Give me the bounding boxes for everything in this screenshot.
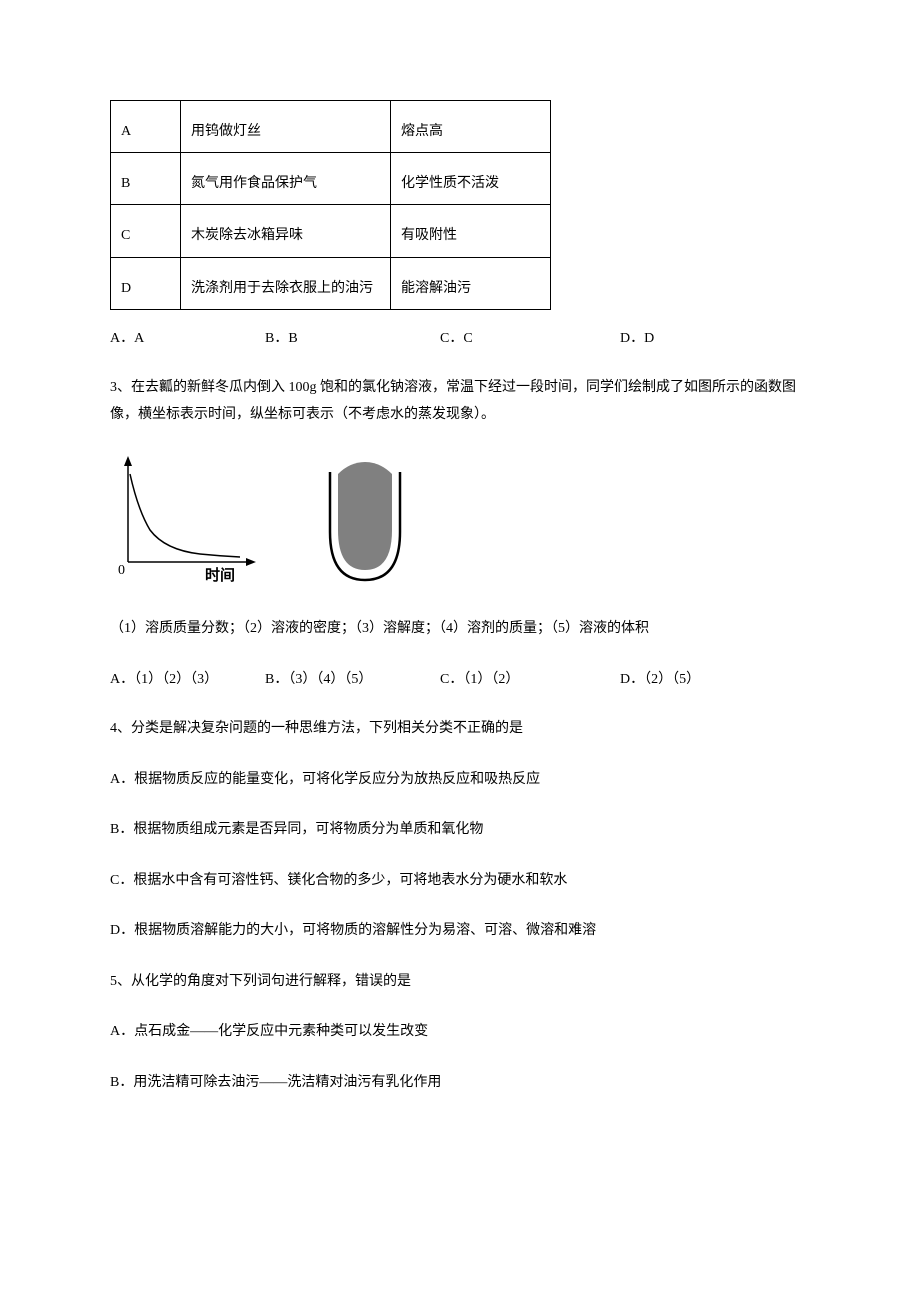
q3-options: A．（1）（2）（3） B．（3）（4）（5） C．（1）（2） D．（2）（5… — [110, 667, 820, 692]
x-axis-label: 时间 — [205, 566, 235, 584]
q4-stem: 4、分类是解决复杂问题的一种思维方法，下列相关分类不正确的是 — [110, 716, 820, 743]
option-c: C．C — [440, 326, 620, 351]
option-b: B．（3）（4）（5） — [265, 667, 440, 692]
row-label: B — [111, 153, 181, 205]
row-usage: 木炭除去冰箱异味 — [181, 205, 391, 257]
q4-option-c: C．根据水中含有可溶性钙、镁化合物的多少，可将地表水分为硬水和软水 — [110, 868, 820, 895]
q2-options: A．A B．B C．C D．D — [110, 326, 820, 351]
table-row: B 氮气用作食品保护气 化学性质不活泼 — [111, 153, 551, 205]
row-property: 能溶解油污 — [391, 257, 551, 309]
row-label: D — [111, 257, 181, 309]
row-label: C — [111, 205, 181, 257]
q5-option-a: A．点石成金——化学反应中元素种类可以发生改变 — [110, 1019, 820, 1046]
table-row: D 洗涤剂用于去除衣服上的油污 能溶解油污 — [111, 257, 551, 309]
q3-figure: 0 时间 — [110, 452, 820, 592]
decay-chart: 0 时间 — [110, 452, 280, 592]
u-shape-icon — [310, 462, 420, 592]
q3-stem: 3、在去瓤的新鲜冬瓜内倒入 100g 饱和的氯化钠溶液，常温下经过一段时间，同学… — [110, 375, 820, 428]
q4-option-a: A．根据物质反应的能量变化，可将化学反应分为放热反应和吸热反应 — [110, 767, 820, 794]
row-label: A — [111, 101, 181, 153]
q4-option-d: D．根据物质溶解能力的大小，可将物质的溶解性分为易溶、可溶、微溶和难溶 — [110, 918, 820, 945]
row-property: 化学性质不活泼 — [391, 153, 551, 205]
origin-label: 0 — [118, 563, 125, 578]
q5-stem: 5、从化学的角度对下列词句进行解释，错误的是 — [110, 969, 820, 996]
properties-table: A 用钨做灯丝 熔点高 B 氮气用作食品保护气 化学性质不活泼 C 木炭除去冰箱… — [110, 100, 551, 310]
q3-legend: （1）溶质质量分数；（2）溶液的密度；（3）溶解度；（4）溶剂的质量；（5）溶液… — [110, 616, 820, 643]
row-usage: 用钨做灯丝 — [181, 101, 391, 153]
row-property: 有吸附性 — [391, 205, 551, 257]
option-b: B．B — [265, 326, 440, 351]
table-row: A 用钨做灯丝 熔点高 — [111, 101, 551, 153]
option-c: C．（1）（2） — [440, 667, 620, 692]
row-property: 熔点高 — [391, 101, 551, 153]
option-a: A．A — [110, 326, 265, 351]
option-a: A．（1）（2）（3） — [110, 667, 265, 692]
q4-option-b: B．根据物质组成元素是否异同，可将物质分为单质和氧化物 — [110, 817, 820, 844]
option-d: D．D — [620, 326, 654, 351]
row-usage: 氮气用作食品保护气 — [181, 153, 391, 205]
q5-option-b: B．用洗洁精可除去油污——洗洁精对油污有乳化作用 — [110, 1070, 820, 1097]
row-usage: 洗涤剂用于去除衣服上的油污 — [181, 257, 391, 309]
table-row: C 木炭除去冰箱异味 有吸附性 — [111, 205, 551, 257]
option-d: D．（2）（5） — [620, 667, 700, 692]
